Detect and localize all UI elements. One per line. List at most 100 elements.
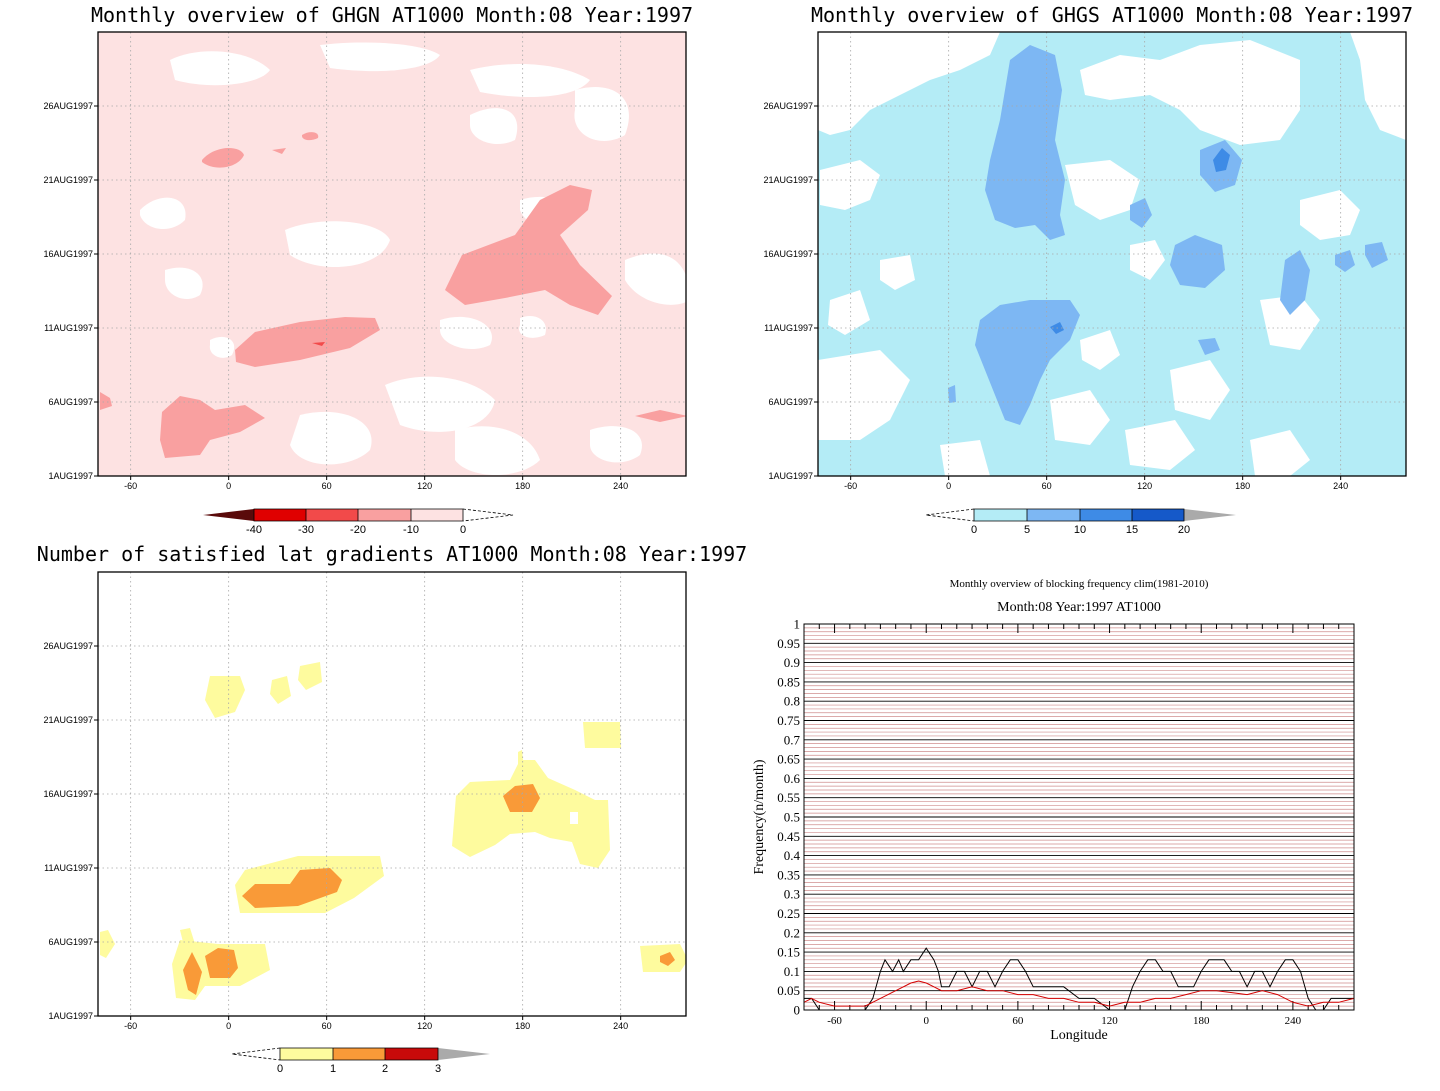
ghgn-region-minus10 — [272, 148, 286, 154]
ghgs-colorbar-outline — [973, 508, 1185, 522]
ghgn-white-region — [165, 267, 203, 300]
lat-x-tick-label: 180 — [515, 1021, 530, 1031]
ghgs-x-tick-label: 60 — [1042, 481, 1052, 491]
lat-colorbar-label: 0 — [277, 1063, 283, 1075]
ghgn-colorbar-bin — [254, 509, 306, 521]
ghgn-x-tick-label: -60 — [124, 481, 137, 491]
freq-y-tick-label: 0.85 — [777, 674, 800, 689]
ghgs-colorbar-bin — [1027, 509, 1080, 521]
lat-y-tick-label: 1AUG1997 — [48, 1011, 93, 1021]
ghgs-white-region — [820, 160, 880, 210]
ghgs-y-tick-label: 21AUG1997 — [763, 175, 813, 185]
lat-colorbar-arrow-low — [231, 1047, 281, 1061]
ghgs-colorbar-bin — [974, 509, 1027, 521]
ghgn-title: Monthly overview of GHGN AT1000 Month:08… — [91, 3, 693, 27]
ghgs-y-tick-label: 11AUG1997 — [764, 323, 813, 333]
ghgs-white-region — [1130, 240, 1165, 280]
ghgn-region-minus10 — [202, 148, 244, 168]
ghgn-region-minus10 — [100, 392, 112, 410]
freq-y-tick-label: 0.2 — [784, 925, 800, 940]
freq-x-tick-label: 0 — [923, 1015, 929, 1027]
ghgn-white-region — [290, 411, 372, 465]
lat-x-tick-label: -60 — [124, 1021, 137, 1031]
ghgs-white-region — [1170, 360, 1230, 420]
ghgs-white-region — [1050, 390, 1110, 445]
ghgs-white-region — [1250, 430, 1310, 476]
ghgs-colorbar-arrow-high — [1184, 509, 1236, 521]
ghgs-white-region — [818, 32, 1000, 135]
freq-ylabel: Frequency(n/month) — [752, 759, 767, 874]
ghgn-colorbar: -40 -30 -20 -10 0 — [203, 508, 514, 536]
ghgs-contours — [818, 32, 1406, 476]
lat-colorbar-label: 2 — [382, 1063, 388, 1075]
lat-region-2 — [183, 952, 202, 995]
ghgn-colorbar-label: -20 — [350, 524, 366, 536]
ghgn-white-region — [209, 336, 235, 358]
lat-y-tick-label: 26AUG1997 — [43, 641, 93, 651]
lat-x-tick-label: 120 — [417, 1021, 432, 1031]
lat-gridlines — [98, 572, 686, 1016]
ghgs-white-region — [1260, 295, 1320, 350]
ghgn-colorbar-arrow-low — [203, 509, 254, 521]
ghgs-region-5 — [1365, 242, 1388, 268]
ghgn-y-tick-label: 21AUG1997 — [43, 175, 93, 185]
ghgn-colorbar-bin — [306, 509, 358, 521]
ghgn-white-region — [440, 316, 492, 350]
ghgs-region-5 — [1198, 338, 1220, 355]
ghgs-panel: Monthly overview of GHGS AT1000 Month:08… — [763, 3, 1413, 536]
ghgn-y-tick-label: 1AUG1997 — [48, 471, 93, 481]
ghgs-white-region — [1300, 190, 1360, 240]
ghgn-white-region — [140, 197, 186, 230]
ghgs-region-10 — [1213, 148, 1230, 172]
ghgs-y-tick-label: 26AUG1997 — [763, 101, 813, 111]
ghgn-region-minus20 — [312, 342, 325, 346]
ghgs-region-5 — [1170, 235, 1225, 288]
freq-x-tick-label: 60 — [1012, 1015, 1024, 1027]
freq-y-tick-label: 0 — [794, 1003, 801, 1018]
ghgn-colorbar-bin — [358, 509, 411, 521]
ghgn-white-region — [625, 253, 686, 305]
ghgs-colorbar-label: 15 — [1126, 524, 1138, 536]
ghgs-x-tick-label: 240 — [1333, 481, 1348, 491]
freq-series-observed-line — [804, 947, 1354, 1011]
lat-y-tick-label: 21AUG1997 — [43, 715, 93, 725]
lat-colorbar-bin — [280, 1048, 333, 1060]
lat-white-gap — [570, 812, 578, 824]
lat-region-1 — [180, 928, 195, 946]
lat-colorbar-bin — [385, 1048, 438, 1060]
freq-y-tick-label: 0.5 — [784, 810, 800, 825]
lat-region-1 — [205, 676, 245, 718]
ghgn-colorbar-label: -10 — [403, 524, 419, 536]
ghgn-colorbar-label: -30 — [298, 524, 314, 536]
freq-x-tick-label: -60 — [827, 1015, 842, 1027]
lat-region-1 — [452, 760, 610, 868]
ghgn-colorbar-outline — [253, 508, 464, 522]
ghgs-axis-ticks: -60 0 60 120 180 240 1AUG1997 6AUG1997 11AUG1997… — [763, 101, 1348, 491]
freq-y-tick-label: 0.1 — [784, 964, 800, 979]
ghgs-x-tick-label: -60 — [844, 481, 857, 491]
ghgn-panel: Monthly overview of GHGN AT1000 Month:08… — [43, 3, 693, 536]
ghgs-white-region — [828, 290, 870, 335]
ghgs-region-5 — [985, 45, 1065, 240]
lat-contours — [100, 662, 686, 1000]
freq-y-tick-label: 0.25 — [777, 906, 800, 921]
freq-xlabel: Longitude — [1050, 1028, 1108, 1043]
freq-y-tick-label: 0.8 — [784, 694, 800, 709]
lat-region-1 — [583, 722, 621, 748]
ghgs-colorbar-label: 20 — [1178, 524, 1190, 536]
ghgn-x-tick-label: 0 — [226, 481, 231, 491]
ghgn-region-minus10 — [635, 410, 686, 422]
freq-y-tick-label: 0.7 — [784, 732, 801, 747]
ghgs-x-tick-label: 0 — [946, 481, 951, 491]
freq-y-tick-label: 0.6 — [784, 771, 801, 786]
lat-region-2 — [660, 952, 675, 966]
lat-x-tick-label: 240 — [613, 1021, 628, 1031]
freq-series — [803, 947, 1355, 1011]
ghgn-white-region — [519, 315, 546, 338]
ghgs-title: Monthly overview of GHGS AT1000 Month:08… — [811, 3, 1413, 27]
lat-panel: Number of satisfied lat gradients AT1000… — [37, 542, 747, 1075]
freq-y-tick-label: 0.4 — [784, 848, 801, 863]
ghgs-white-region — [818, 350, 910, 440]
ghgs-colorbar-label: 5 — [1024, 524, 1030, 536]
ghgn-colorbar-label: -40 — [246, 524, 262, 536]
